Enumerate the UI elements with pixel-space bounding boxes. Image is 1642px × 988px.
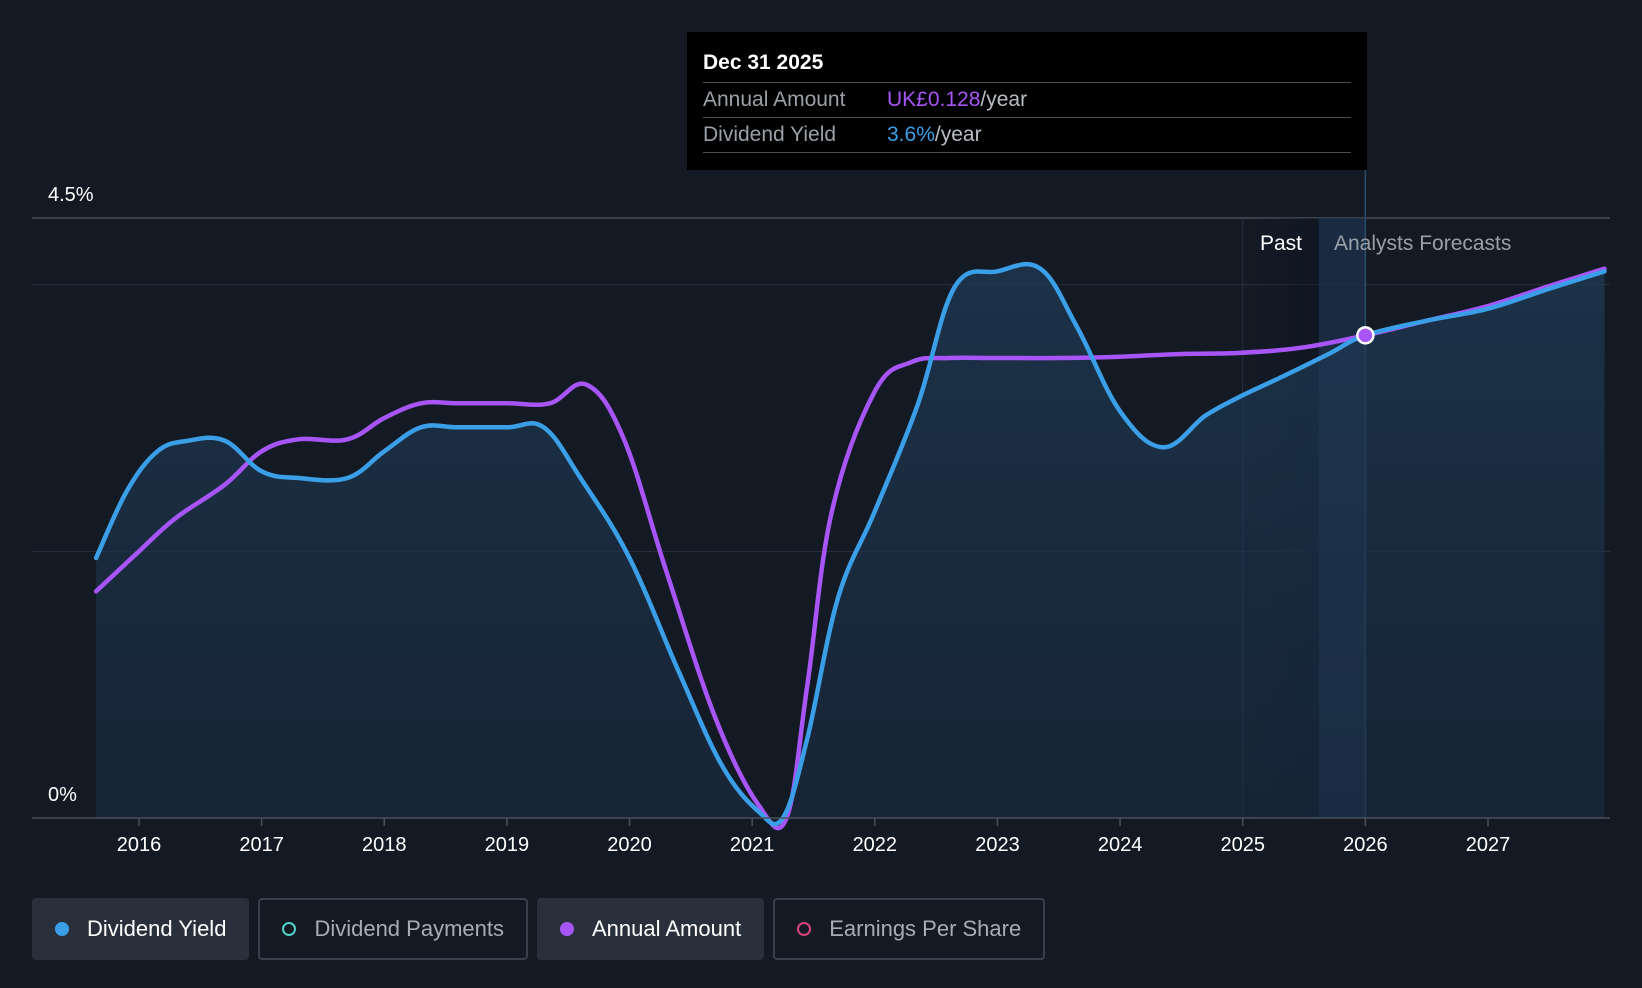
legend-annual-amount[interactable]: Annual Amount — [536, 898, 765, 960]
tooltip-label: Annual Amount — [703, 88, 846, 111]
series-line-annual-amount — [93, 266, 1607, 831]
legend-dot-icon — [55, 922, 69, 936]
x-tick-label: 2016 — [117, 834, 162, 856]
legend-label: Earnings Per Share — [829, 916, 1022, 941]
legend-dot-icon — [559, 922, 574, 936]
x-tick-label: 2020 — [607, 834, 652, 856]
x-tick-label: 2017 — [239, 834, 284, 856]
legend-label: Dividend Payments — [314, 916, 504, 941]
forecast-region-label: Analysts Forecasts — [1334, 232, 1511, 255]
legend-label: Annual Amount — [591, 916, 742, 941]
x-tick-label: 2025 — [1220, 834, 1265, 856]
x-tick-label: 2023 — [975, 834, 1020, 856]
x-tick-label: 2019 — [485, 834, 530, 856]
past-region-label: Past — [1260, 232, 1302, 255]
y-tick-label-zero: 0% — [48, 784, 77, 806]
tooltip-unit: /year — [980, 88, 1028, 111]
series-area-dividend-yield — [96, 264, 1605, 825]
y-tick-label-max: 4.5% — [48, 184, 94, 206]
series-line-dividend-yield — [93, 261, 1607, 827]
x-tick-label: 2018 — [362, 834, 407, 856]
yield-area — [96, 264, 1605, 825]
chart-tooltip: Dec 31 2025 Annual Amount UK£0.128 /year… — [687, 32, 1367, 170]
tooltip-value: UK£0.128 — [887, 88, 981, 111]
hover-marker — [1356, 326, 1375, 345]
x-axis: 2016 2017 2018 2019 2020 2021 2022 2023 2024 2025… — [32, 817, 1610, 856]
legend-ring-icon — [282, 922, 297, 936]
legend-label: Dividend Yield — [87, 916, 227, 941]
dividend-chart: 2016 2017 2018 2019 2020 2021 2022 2023 2024 2025… — [32, 170, 1610, 856]
x-tick-label: 2026 — [1343, 834, 1388, 856]
x-tick-label: 2021 — [730, 834, 775, 856]
chart-legend: Dividend Yield Dividend Payments Annual … — [32, 898, 1046, 960]
tooltip-date: Dec 31 2025 — [703, 48, 1351, 83]
tooltip-row-annual-amount: Annual Amount UK£0.128 /year — [703, 83, 1351, 118]
legend-ring-icon — [797, 922, 812, 936]
x-tick-label: 2027 — [1466, 834, 1511, 856]
hover-point — [1356, 326, 1375, 345]
series-lines — [93, 261, 1607, 831]
legend-earnings-per-share[interactable]: Earnings Per Share — [773, 898, 1046, 960]
x-tick-label: 2024 — [1098, 834, 1143, 856]
tooltip-value: 3.6% — [887, 123, 935, 146]
legend-dividend-payments[interactable]: Dividend Payments — [258, 898, 528, 960]
tooltip-label: Dividend Yield — [703, 123, 837, 146]
legend-dividend-yield[interactable]: Dividend Yield — [32, 898, 250, 960]
tooltip-unit: /year — [934, 123, 982, 146]
tooltip-row-dividend-yield: Dividend Yield 3.6% /year — [703, 118, 1351, 153]
x-tick-label: 2022 — [853, 834, 898, 856]
